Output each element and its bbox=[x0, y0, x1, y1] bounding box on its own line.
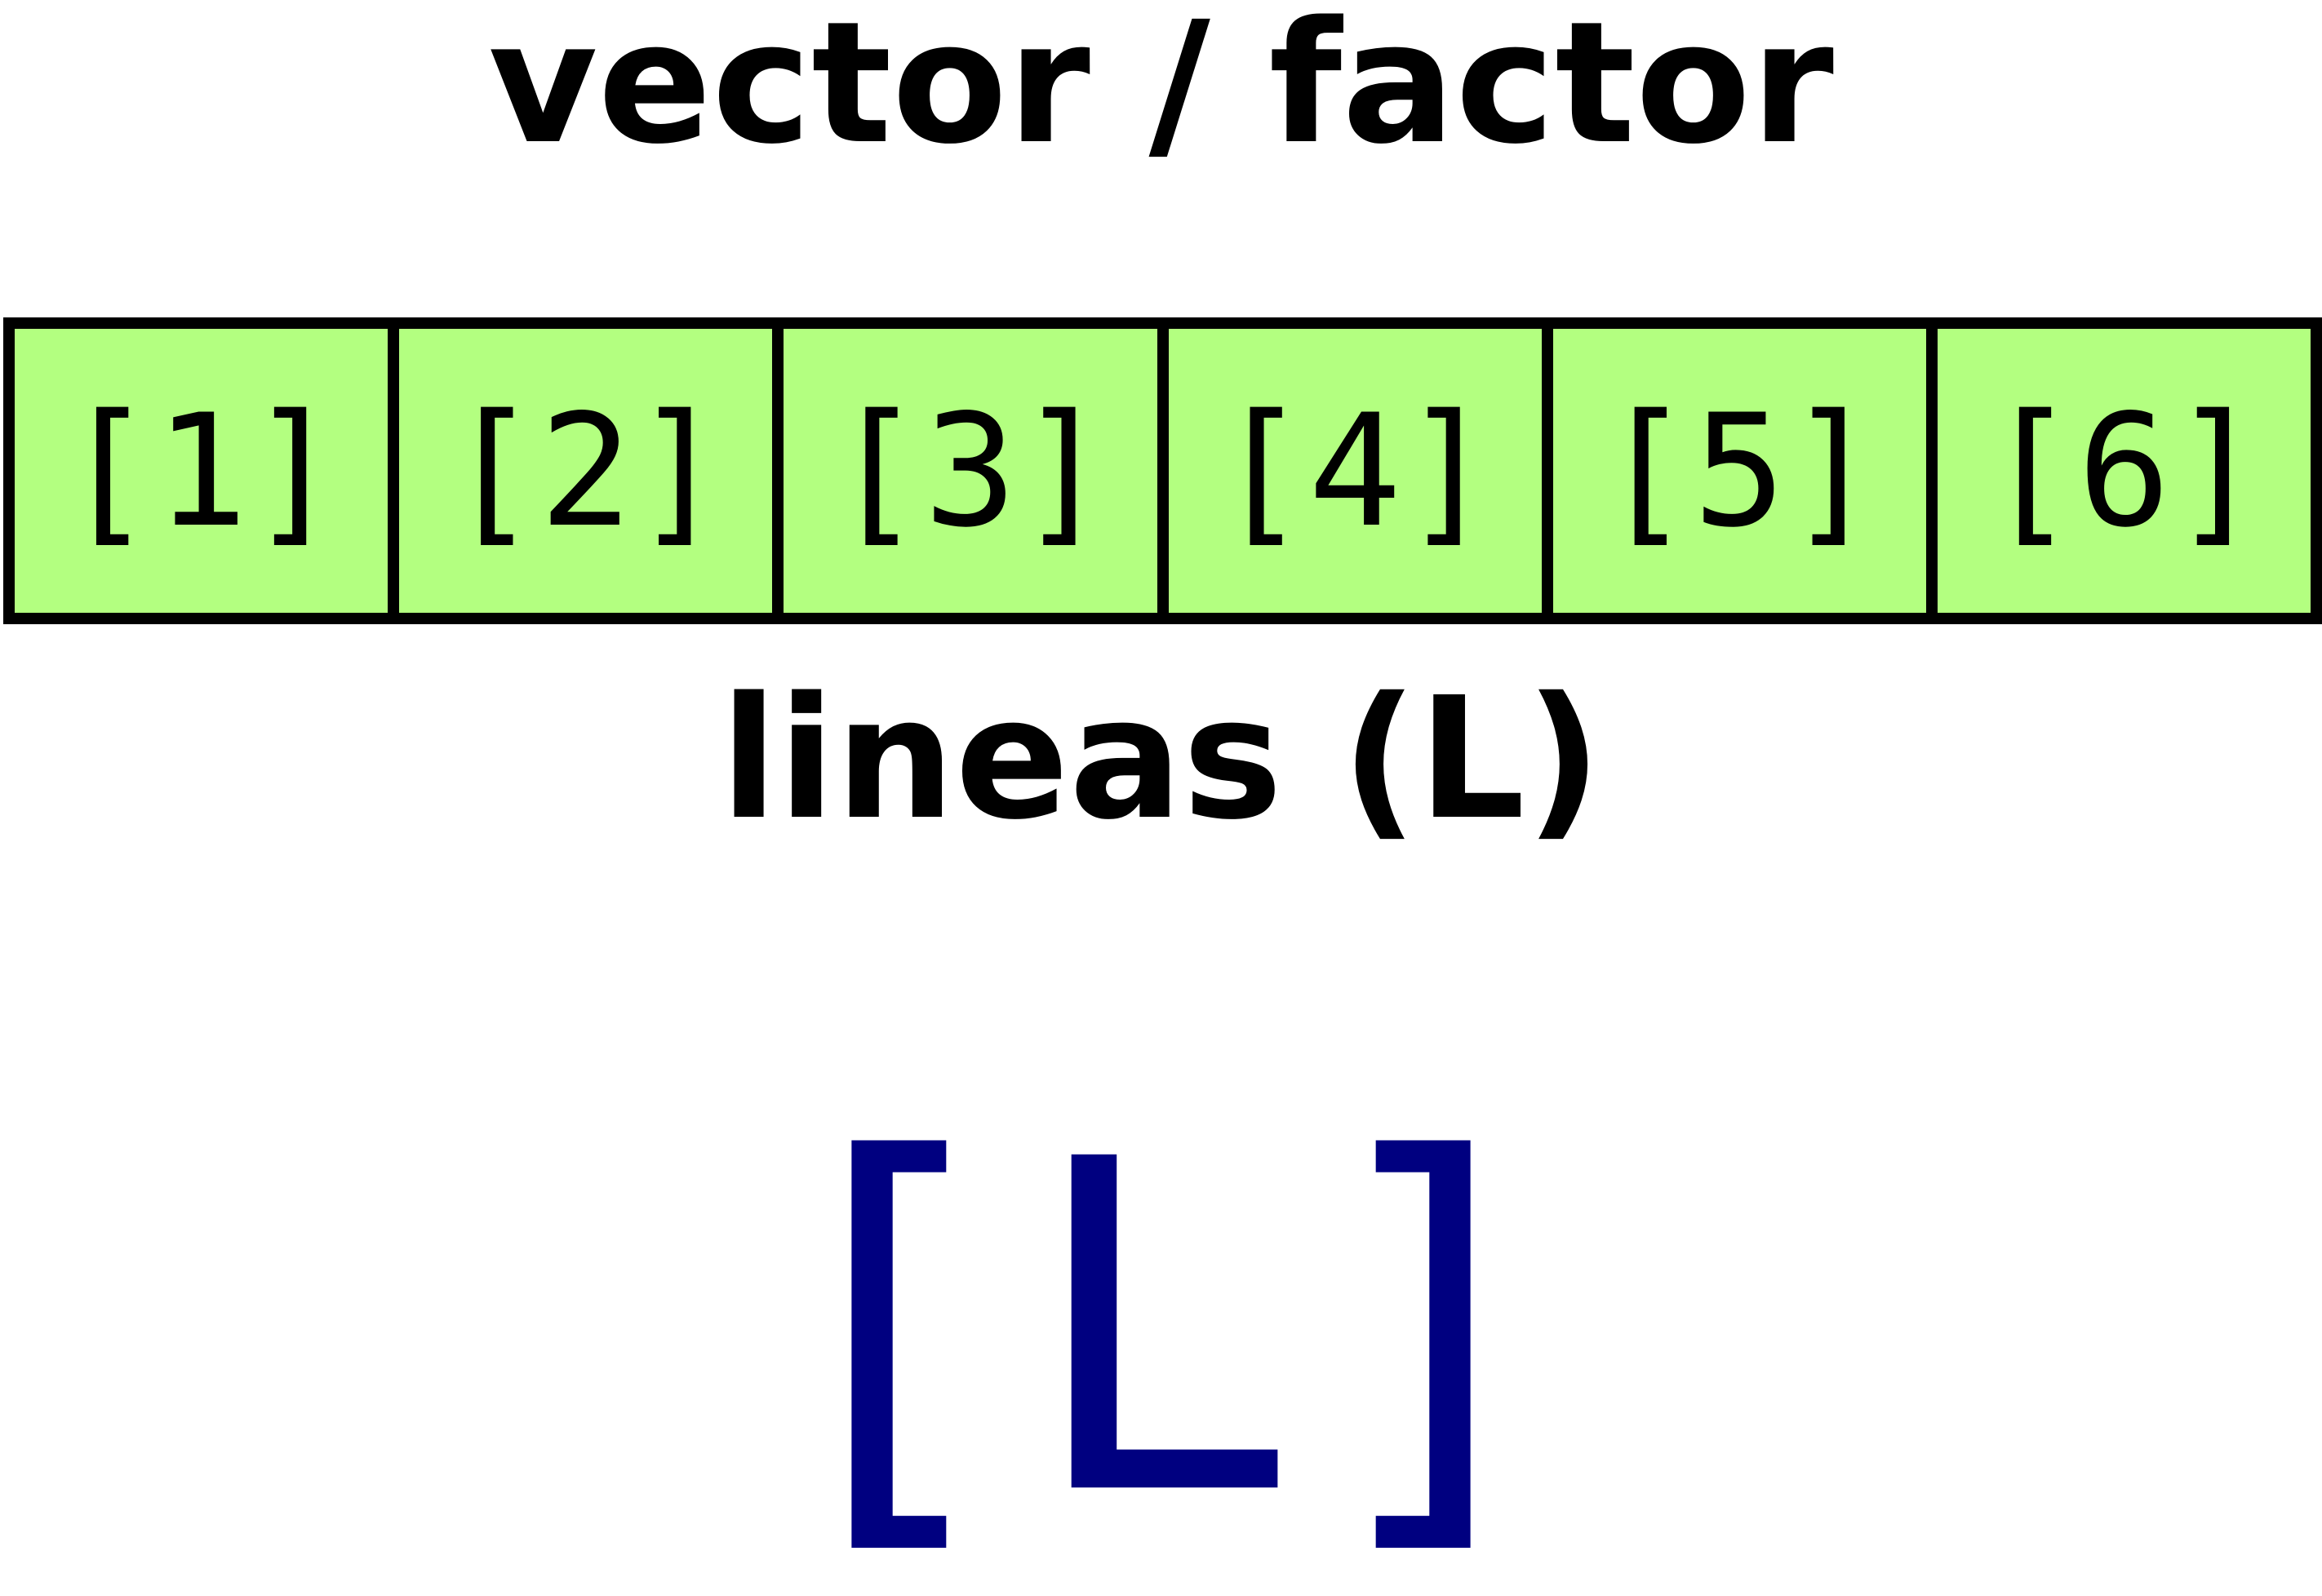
vector-cell-6: [6] bbox=[1925, 329, 2322, 613]
diagram-title: vector / factor bbox=[488, 0, 1834, 181]
vector-cell-2: [2] bbox=[388, 329, 773, 613]
vector-cell-1: [1] bbox=[3, 329, 388, 613]
vector-cell-3: [3] bbox=[772, 329, 1157, 613]
vector-cell-5: [5] bbox=[1541, 329, 1926, 613]
vector-cell-4: [4] bbox=[1157, 329, 1542, 613]
index-expression: [L] bbox=[748, 1064, 1574, 1596]
vector-strip: [1] [2] [3] [4] [5] [6] bbox=[3, 317, 2322, 624]
lines-label: lineas (L) bbox=[720, 661, 1602, 857]
